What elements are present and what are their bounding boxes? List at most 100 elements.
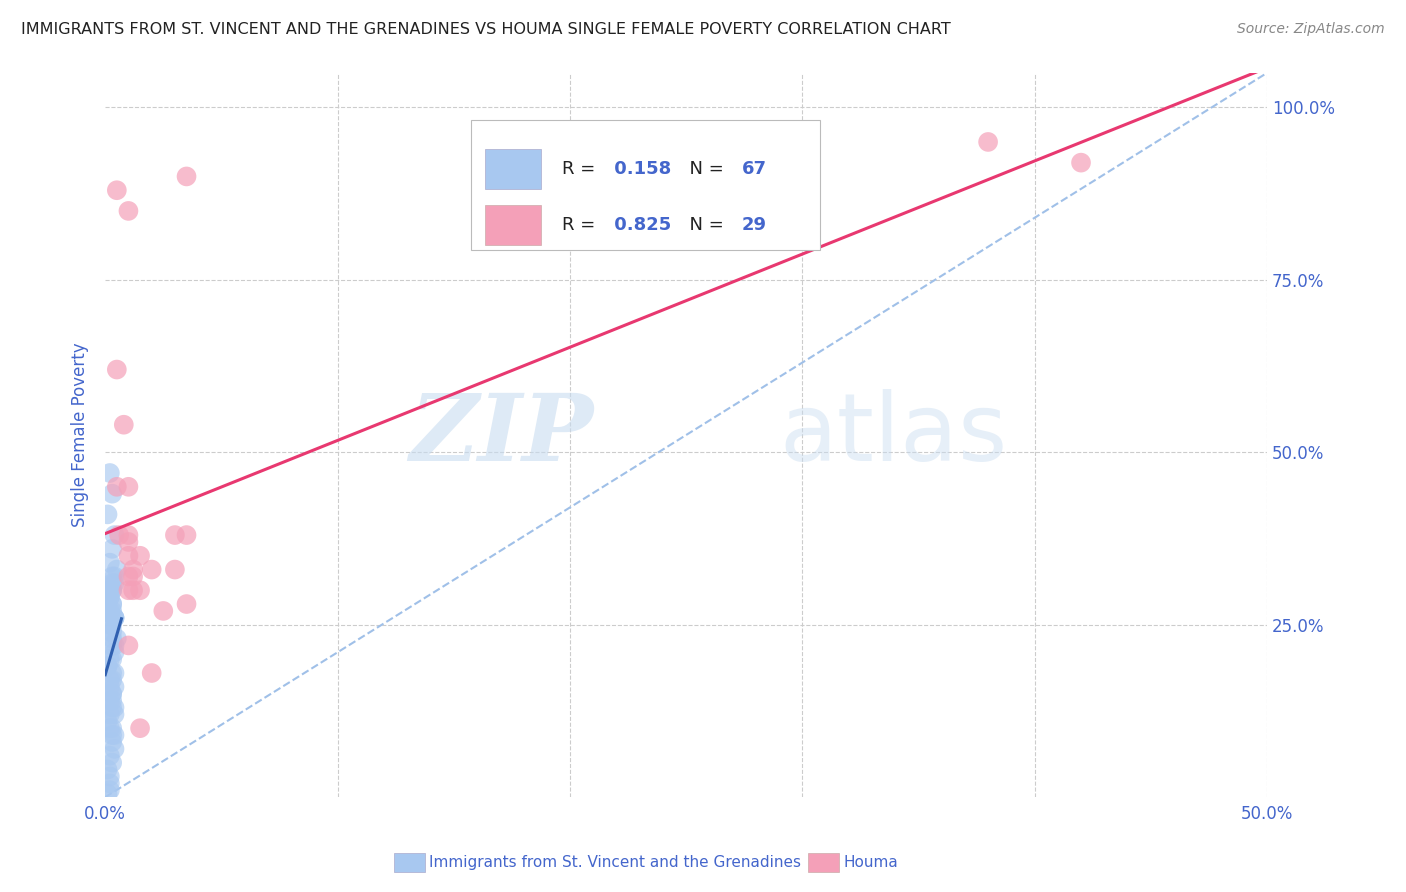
Point: [101, 693, 124, 707]
Point: [103, 576, 125, 591]
Text: 0.158: 0.158: [609, 161, 672, 178]
Point: [101, 597, 124, 611]
Point: [103, 742, 125, 756]
Text: Immigrants from St. Vincent and the Grenadines: Immigrants from St. Vincent and the Gren…: [429, 855, 801, 870]
Point: [176, 597, 198, 611]
Point: [101, 597, 124, 611]
Point: [96, 590, 118, 604]
Y-axis label: Single Female Poverty: Single Female Poverty: [72, 343, 89, 527]
Point: [122, 583, 145, 598]
Text: IMMIGRANTS FROM ST. VINCENT AND THE GRENADINES VS HOUMA SINGLE FEMALE POVERTY CO: IMMIGRANTS FROM ST. VINCENT AND THE GREN…: [21, 22, 950, 37]
Point: [129, 549, 152, 563]
Point: [103, 611, 125, 625]
Text: Houma: Houma: [844, 855, 898, 870]
Text: 0.825: 0.825: [609, 216, 672, 234]
Text: R =: R =: [562, 161, 600, 178]
Point: [101, 583, 124, 598]
Point: [98, 721, 121, 735]
Point: [96, 508, 118, 522]
Point: [101, 687, 124, 701]
Point: [101, 700, 124, 714]
Point: [98, 707, 121, 722]
Point: [101, 486, 124, 500]
Point: [96, 763, 118, 777]
Point: [101, 624, 124, 639]
Point: [152, 604, 174, 618]
Point: [176, 169, 198, 184]
Point: [98, 624, 121, 639]
Text: Source: ZipAtlas.com: Source: ZipAtlas.com: [1237, 22, 1385, 37]
Point: [101, 617, 124, 632]
Point: [98, 680, 121, 694]
Text: ZIP: ZIP: [409, 390, 593, 480]
Point: [103, 680, 125, 694]
Point: [101, 541, 124, 556]
Point: [101, 665, 124, 680]
Point: [98, 583, 121, 598]
Point: [108, 528, 131, 542]
Point: [977, 135, 1000, 149]
Point: [103, 528, 125, 542]
Point: [103, 665, 125, 680]
Text: N =: N =: [678, 216, 730, 234]
Text: 29: 29: [742, 216, 766, 234]
Point: [117, 639, 139, 653]
Point: [96, 659, 118, 673]
Point: [98, 776, 121, 790]
Point: [103, 728, 125, 742]
Point: [117, 583, 139, 598]
Point: [96, 597, 118, 611]
Point: [122, 563, 145, 577]
Text: 67: 67: [742, 161, 766, 178]
Point: [105, 183, 128, 197]
Point: [117, 203, 139, 218]
Point: [96, 714, 118, 729]
Point: [117, 528, 139, 542]
Point: [98, 466, 121, 480]
Point: [103, 707, 125, 722]
Point: [98, 673, 121, 687]
Point: [103, 611, 125, 625]
Text: R =: R =: [562, 216, 600, 234]
Point: [105, 480, 128, 494]
Point: [101, 735, 124, 749]
Point: [1070, 155, 1092, 169]
FancyBboxPatch shape: [471, 120, 820, 251]
Point: [105, 362, 128, 376]
Point: [103, 611, 125, 625]
Point: [101, 652, 124, 666]
Point: [98, 604, 121, 618]
Point: [112, 417, 135, 432]
Point: [103, 639, 125, 653]
Point: [98, 590, 121, 604]
Point: [101, 569, 124, 583]
Point: [98, 590, 121, 604]
Point: [101, 604, 124, 618]
Point: [98, 783, 121, 797]
Point: [101, 728, 124, 742]
Point: [98, 617, 121, 632]
Point: [141, 563, 163, 577]
Point: [101, 687, 124, 701]
Point: [96, 659, 118, 673]
Point: [98, 748, 121, 763]
Point: [101, 632, 124, 646]
Text: N =: N =: [678, 161, 730, 178]
Point: [101, 583, 124, 598]
Point: [98, 556, 121, 570]
Point: [122, 569, 145, 583]
Point: [117, 549, 139, 563]
Point: [103, 645, 125, 659]
Point: [101, 721, 124, 735]
Point: [101, 756, 124, 770]
Point: [117, 480, 139, 494]
Point: [176, 528, 198, 542]
Point: [163, 528, 186, 542]
Point: [96, 787, 118, 801]
Point: [96, 604, 118, 618]
Point: [117, 535, 139, 549]
Point: [98, 693, 121, 707]
Point: [129, 721, 152, 735]
Point: [98, 652, 121, 666]
Point: [105, 632, 128, 646]
